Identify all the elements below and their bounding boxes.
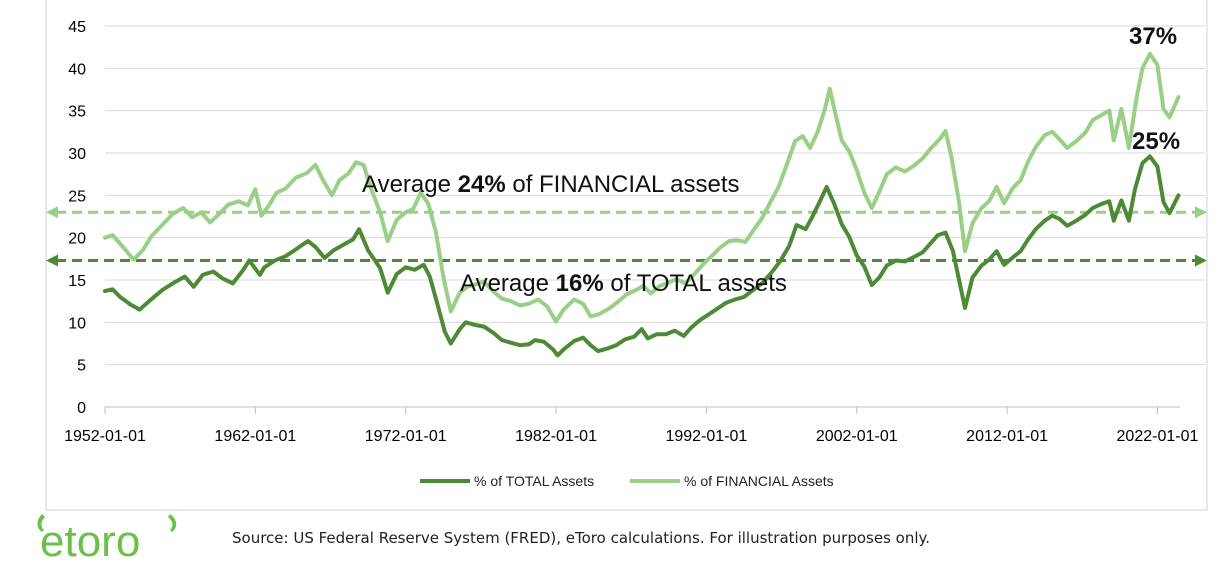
total-average-annotation: Average 16% of TOTAL assets — [460, 270, 787, 297]
legend-label-financial: % of FINANCIAL Assets — [684, 473, 834, 489]
grid-lines — [105, 25, 1205, 366]
y-tick-label: 30 — [68, 146, 86, 163]
y-tick-label: 15 — [68, 273, 86, 290]
x-tick-label: 2012-01-01 — [966, 428, 1048, 445]
financial-average-annotation: Average 24% of FINANCIAL assets — [362, 171, 740, 198]
legend: % of TOTAL Assets % of FINANCIAL Assets — [420, 473, 834, 489]
x-tick-label: 1992-01-01 — [665, 428, 747, 445]
average-line-arrow-right — [1195, 206, 1207, 219]
x-tick-label: 1952-01-01 — [64, 428, 146, 445]
x-tick-label: 2002-01-01 — [816, 428, 898, 445]
logo-wordmark: etoro — [40, 517, 140, 562]
etoro-logo: etoro — [37, 514, 177, 562]
x-tick-label: 1972-01-01 — [365, 428, 447, 445]
y-tick-label: 0 — [77, 400, 86, 417]
y-tick-label: 35 — [68, 104, 86, 121]
average-lines — [46, 206, 1207, 267]
y-tick-label: 20 — [68, 231, 86, 248]
x-tick-label: 1962-01-01 — [214, 428, 296, 445]
y-tick-label: 10 — [68, 315, 86, 332]
logo-right-horn — [168, 514, 177, 532]
average-line-arrow-left — [46, 254, 58, 267]
series-line-financial-assets — [103, 51, 1181, 324]
average-line-arrow-right — [1195, 254, 1207, 267]
x-axis: 1952-01-01 1962-01-01 1972-01-01 1982-01-01… — [64, 406, 1199, 445]
y-tick-label: 40 — [68, 61, 86, 78]
y-tick-label: 45 — [68, 19, 86, 36]
series-lines — [103, 51, 1181, 358]
source-note: Source: US Federal Reserve System (FRED)… — [232, 529, 931, 547]
legend-label-total: % of TOTAL Assets — [474, 473, 594, 489]
average-line-arrow-left — [46, 206, 58, 219]
series-line-total-assets — [103, 154, 1181, 358]
logo-left-horn — [37, 514, 45, 532]
financial-peak-label: 37% — [1129, 23, 1177, 50]
chart-panel — [45, 0, 1208, 511]
y-tick-label: 5 — [77, 358, 86, 375]
y-axis: 0 5 10 15 20 25 30 35 40 45 — [68, 19, 86, 417]
total-peak-label: 25% — [1132, 128, 1180, 155]
x-tick-label: 2022-01-01 — [1117, 428, 1199, 445]
x-tick-label: 1982-01-01 — [515, 428, 597, 445]
y-tick-label: 25 — [68, 188, 86, 205]
